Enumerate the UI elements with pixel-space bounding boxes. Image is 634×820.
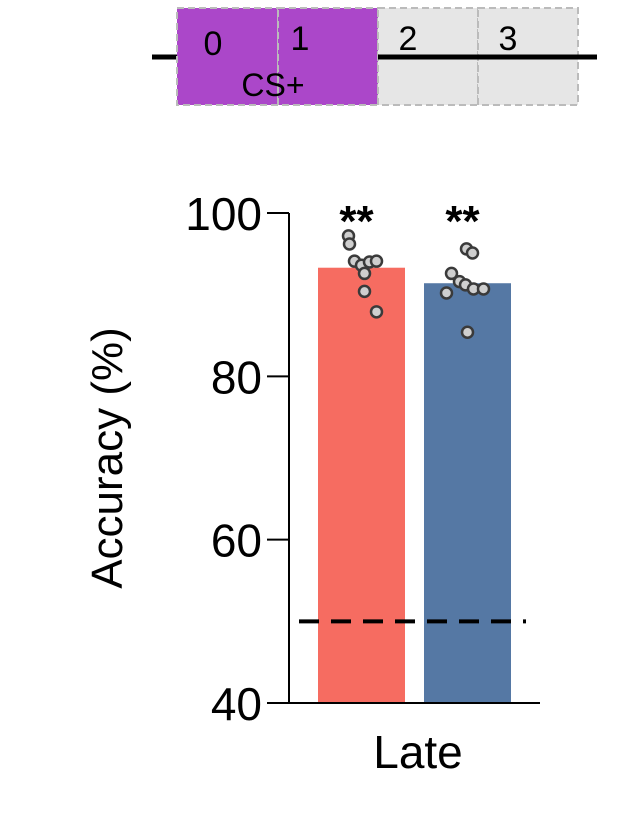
points-layer: [341, 229, 491, 339]
data-point: [465, 246, 480, 260]
data-point: [369, 254, 384, 268]
significance-label-0: **: [339, 197, 374, 246]
accuracy-bar-chart: 40 60 80 100 ** ** Accuracy (%) Late: [83, 188, 540, 778]
bar-0: [318, 267, 405, 703]
bar-1: [424, 283, 511, 703]
data-point: [460, 325, 475, 339]
stimulus-label: CS+: [241, 67, 304, 103]
data-point: [439, 286, 454, 300]
timeline-segment-1: [277, 7, 379, 106]
timeline-number-0: 0: [204, 25, 223, 63]
trial-timeline: 0 1 2 3 CS+: [152, 7, 597, 106]
y-tick-label: 60: [211, 515, 262, 567]
y-ticks: 40 60 80 100: [185, 188, 289, 730]
significance-labels: ** **: [339, 197, 480, 246]
y-axis-title: Accuracy (%): [83, 327, 132, 589]
y-tick-label: 100: [185, 188, 262, 240]
data-point: [342, 237, 357, 251]
bars-layer: [318, 267, 511, 703]
y-tick-label: 80: [211, 351, 262, 403]
timeline-number-1: 1: [291, 20, 310, 58]
data-point: [444, 266, 459, 281]
data-point: [357, 266, 372, 281]
data-point: [357, 284, 372, 299]
timeline-number-3: 3: [499, 20, 518, 58]
data-point: [476, 282, 491, 296]
timeline-number-2: 2: [399, 20, 418, 58]
significance-label-1: **: [445, 197, 480, 246]
data-point: [369, 305, 384, 319]
y-tick-label: 40: [211, 678, 262, 730]
x-category-label: Late: [373, 726, 463, 778]
